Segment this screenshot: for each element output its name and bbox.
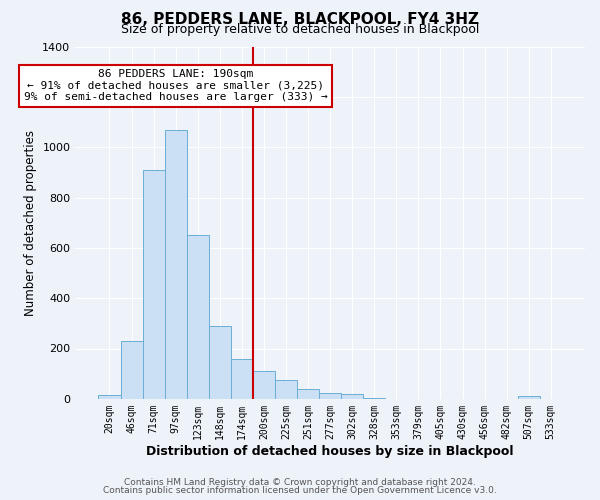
Bar [121,342,143,399]
Bar [363,398,385,399]
Bar [341,394,363,399]
Bar [231,358,253,399]
Text: 86, PEDDERS LANE, BLACKPOOL, FY4 3HZ: 86, PEDDERS LANE, BLACKPOOL, FY4 3HZ [121,12,479,28]
Text: Size of property relative to detached houses in Blackpool: Size of property relative to detached ho… [121,22,479,36]
Bar [164,130,187,399]
Text: 86 PEDDERS LANE: 190sqm
← 91% of detached houses are smaller (3,225)
9% of semi-: 86 PEDDERS LANE: 190sqm ← 91% of detache… [24,69,328,102]
X-axis label: Distribution of detached houses by size in Blackpool: Distribution of detached houses by size … [146,444,514,458]
Bar [98,395,121,399]
Bar [253,371,275,399]
Bar [275,380,297,399]
Bar [209,326,231,399]
Bar [187,236,209,399]
Y-axis label: Number of detached properties: Number of detached properties [24,130,37,316]
Text: Contains public sector information licensed under the Open Government Licence v3: Contains public sector information licen… [103,486,497,495]
Text: Contains HM Land Registry data © Crown copyright and database right 2024.: Contains HM Land Registry data © Crown c… [124,478,476,487]
Bar [319,392,341,399]
Bar [143,170,164,399]
Bar [297,389,319,399]
Bar [518,396,540,399]
